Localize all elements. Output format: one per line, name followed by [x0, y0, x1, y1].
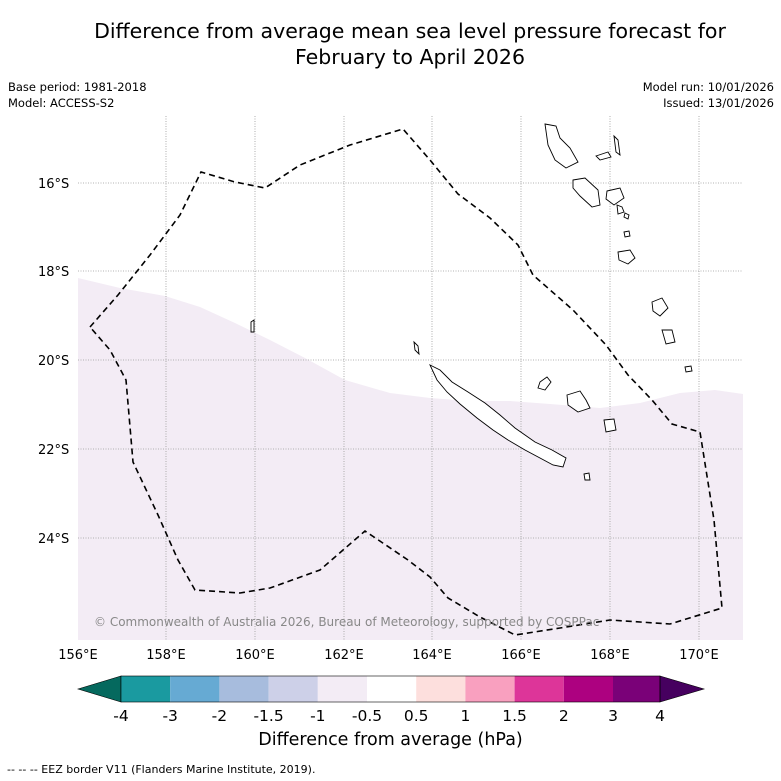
colorbar-title: Difference from average (hPa): [258, 730, 523, 750]
colorbar-tick-label: -3: [162, 707, 177, 725]
colorbar-tick-label: 2: [559, 707, 569, 725]
colorbar-segment-1: [121, 676, 171, 702]
new-caledonia-island: [429, 364, 567, 468]
map-title: Difference from average mean sea level p…: [60, 18, 760, 70]
title-line-2: February to April 2026: [295, 45, 525, 69]
colorbar-segment-5: [317, 676, 367, 702]
copyright-text: © Commonwealth of Australia 2026, Bureau…: [94, 615, 599, 629]
small-islet-a: [684, 365, 693, 373]
meta-right: Model run: 10/01/2026 Issued: 13/01/2026: [643, 79, 774, 111]
ouvea-island: [537, 376, 552, 391]
lat-label-18s: 18°S: [38, 265, 69, 280]
ambae-island: [595, 151, 612, 161]
gridlines: [78, 116, 743, 640]
anomaly-shading: [78, 278, 743, 640]
colorbar-tick-label: -4: [113, 707, 128, 725]
colorbar-tick-label: 4: [655, 707, 665, 725]
colorbar-tick-label: 3: [608, 707, 618, 725]
lat-label-20s: 20°S: [38, 354, 69, 369]
chesterfield-reef: [250, 319, 255, 333]
colorbar-ticks: -4 -3 -2 -1.5 -1 -0.5 0.5 1 1.5 2 3 4: [113, 707, 665, 725]
colorbar-segment-6: [367, 676, 417, 702]
colorbar-tick-label: -1: [310, 707, 325, 725]
lon-label-166e: 166°E: [501, 648, 541, 663]
matthew-island: [661, 329, 676, 345]
eez-border: [88, 128, 723, 636]
lat-label-16s: 16°S: [38, 177, 69, 192]
mare-island: [603, 418, 617, 433]
belep-islands: [413, 340, 420, 356]
colorbar-segment-10: [563, 676, 613, 702]
map-area: 16°S 18°S 20°S 22°S 24°S 156°E 158°E 160…: [38, 116, 743, 663]
title-line-1: Difference from average mean sea level p…: [94, 19, 726, 43]
colorbar-extend-low: [76, 675, 122, 703]
espiritu-santo-island: [544, 123, 579, 169]
erromango-island: [623, 230, 631, 238]
colorbar-tick-label: 1.5: [502, 707, 527, 725]
tanna-island: [617, 249, 636, 265]
lon-label-158e: 158°E: [146, 648, 186, 663]
lifou-island: [566, 390, 591, 413]
lon-label-170e: 170°E: [679, 648, 719, 663]
base-period: Base period: 1981-2018: [8, 80, 147, 94]
colorbar-tick-label: -1.5: [253, 707, 283, 725]
colorbar-tick-label: -0.5: [352, 707, 382, 725]
lon-label-156e: 156°E: [58, 648, 98, 663]
colorbar-segment-11: [613, 676, 660, 702]
colorbar-segment-3: [219, 676, 269, 702]
maewo-island: [613, 134, 621, 157]
latitude-labels: 16°S 18°S 20°S 22°S 24°S: [38, 177, 69, 547]
lon-label-162e: 162°E: [324, 648, 364, 663]
model-run: Model run: 10/01/2026: [642, 80, 774, 94]
colorbar-tick-label: -2: [212, 707, 227, 725]
pentecost-epi-island: [605, 187, 625, 206]
coastlines: [250, 123, 693, 481]
colorbar-segment-2: [170, 676, 220, 702]
lon-label-164e: 164°E: [412, 648, 452, 663]
colorbar-extend-high: [659, 675, 706, 703]
colorbar-tick-label: 1: [460, 707, 470, 725]
malekula-island: [572, 177, 601, 208]
aneityum-island: [651, 297, 669, 317]
colorbar: -4 -3 -2 -1.5 -1 -0.5 0.5 1 1.5 2 3 4: [76, 675, 706, 725]
issued-date: Issued: 13/01/2026: [663, 96, 774, 110]
lat-label-24s: 24°S: [38, 532, 69, 547]
model-name: Model: ACCESS-S2: [8, 96, 115, 110]
colorbar-outline: [120, 675, 661, 703]
isle-of-pines: [583, 472, 591, 481]
colorbar-segment-7: [416, 676, 466, 702]
lon-label-160e: 160°E: [235, 648, 275, 663]
lat-label-22s: 22°S: [38, 443, 69, 458]
colorbar-tick-label: 0.5: [404, 707, 429, 725]
colorbar-segment-4: [268, 676, 318, 702]
colorbar-segment-8: [465, 676, 515, 702]
eez-footnote: -- -- -- EEZ border V11 (Flanders Marine…: [7, 763, 316, 776]
efate-island: [616, 204, 625, 215]
longitude-labels: 156°E 158°E 160°E 162°E 164°E 166°E 168°…: [58, 648, 719, 663]
lon-label-168e: 168°E: [590, 648, 630, 663]
colorbar-segment-9: [514, 676, 564, 702]
meta-left: Base period: 1981-2018 Model: ACCESS-S2: [8, 79, 147, 111]
shepherd-islands: [623, 212, 630, 220]
